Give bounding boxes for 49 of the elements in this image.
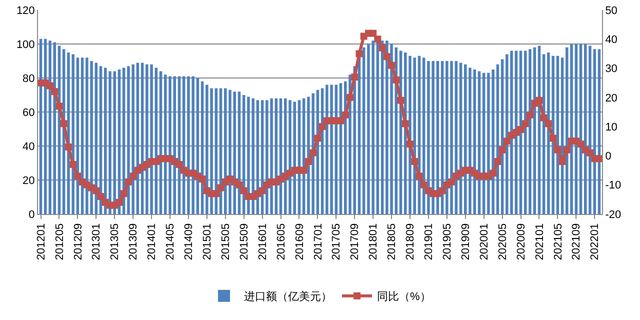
y-tick-label: 120 — [16, 4, 35, 17]
x-tick-label: 202105 — [552, 223, 564, 260]
y-tick-label: 20 — [22, 174, 35, 187]
x-tick-label: 201909 — [460, 223, 472, 260]
x-tick-label: 202109 — [570, 223, 583, 260]
x-tick-label: 201609 — [294, 223, 306, 260]
y2-tick-label: -20 — [605, 208, 622, 221]
y2-tick-label: 50 — [605, 4, 618, 17]
x-tick-label: 201901 — [423, 223, 436, 260]
x-tick-label: 201701 — [312, 223, 324, 260]
x-tick-label: 202009 — [515, 223, 528, 260]
x-tick-label: 201801 — [368, 223, 380, 260]
x-tick-label: 201305 — [109, 223, 122, 260]
x-tick-label: 201809 — [404, 223, 417, 260]
y-tick-label: 80 — [22, 72, 35, 85]
x-tick-label: 201709 — [349, 223, 362, 260]
x-tick-label: 201205 — [54, 223, 66, 260]
x-tick-label: 201601 — [256, 223, 269, 260]
x-tick-label: 202001 — [478, 223, 490, 260]
x-tick-label: 201805 — [386, 223, 398, 260]
x-tick-label: 201409 — [183, 223, 196, 260]
x-tick-label: 202005 — [496, 223, 509, 260]
x-tick-label: 201405 — [164, 223, 177, 260]
y2-tick-label: -10 — [605, 180, 622, 192]
x-tick-label: 201209 — [72, 223, 84, 260]
bar — [362, 47, 366, 214]
x-tick-label: 201301 — [90, 223, 103, 260]
x-tick-label: 202201 — [589, 223, 602, 260]
y-tick-label: 60 — [22, 106, 35, 119]
x-tick-label: 201201 — [35, 223, 48, 260]
x-tick-label: 201605 — [275, 223, 288, 260]
y2-tick-label: 20 — [605, 92, 618, 104]
x-tick-label: 201309 — [128, 223, 140, 260]
x-tick-label: 201401 — [146, 223, 158, 260]
legend-label: 同比（%） — [377, 290, 431, 304]
y2-tick-label: 30 — [605, 63, 618, 76]
y2-tick-label: 0 — [605, 150, 612, 163]
y-tick-label: 100 — [16, 38, 35, 51]
x-tick-label: 201509 — [238, 223, 250, 260]
legend-label: 进口额（亿美元） — [244, 290, 332, 304]
x-tick-label: 201501 — [201, 223, 214, 260]
x-tick-label: 201905 — [441, 223, 454, 260]
y2-tick-label: 40 — [605, 34, 618, 46]
x-tick-label: 201705 — [330, 223, 343, 260]
y-tick-label: 40 — [22, 140, 35, 153]
x-tick-label: 202101 — [534, 223, 546, 260]
y-tick-label: 0 — [28, 208, 35, 221]
x-tick-label: 201505 — [220, 223, 232, 260]
y2-tick-label: 10 — [605, 121, 618, 134]
